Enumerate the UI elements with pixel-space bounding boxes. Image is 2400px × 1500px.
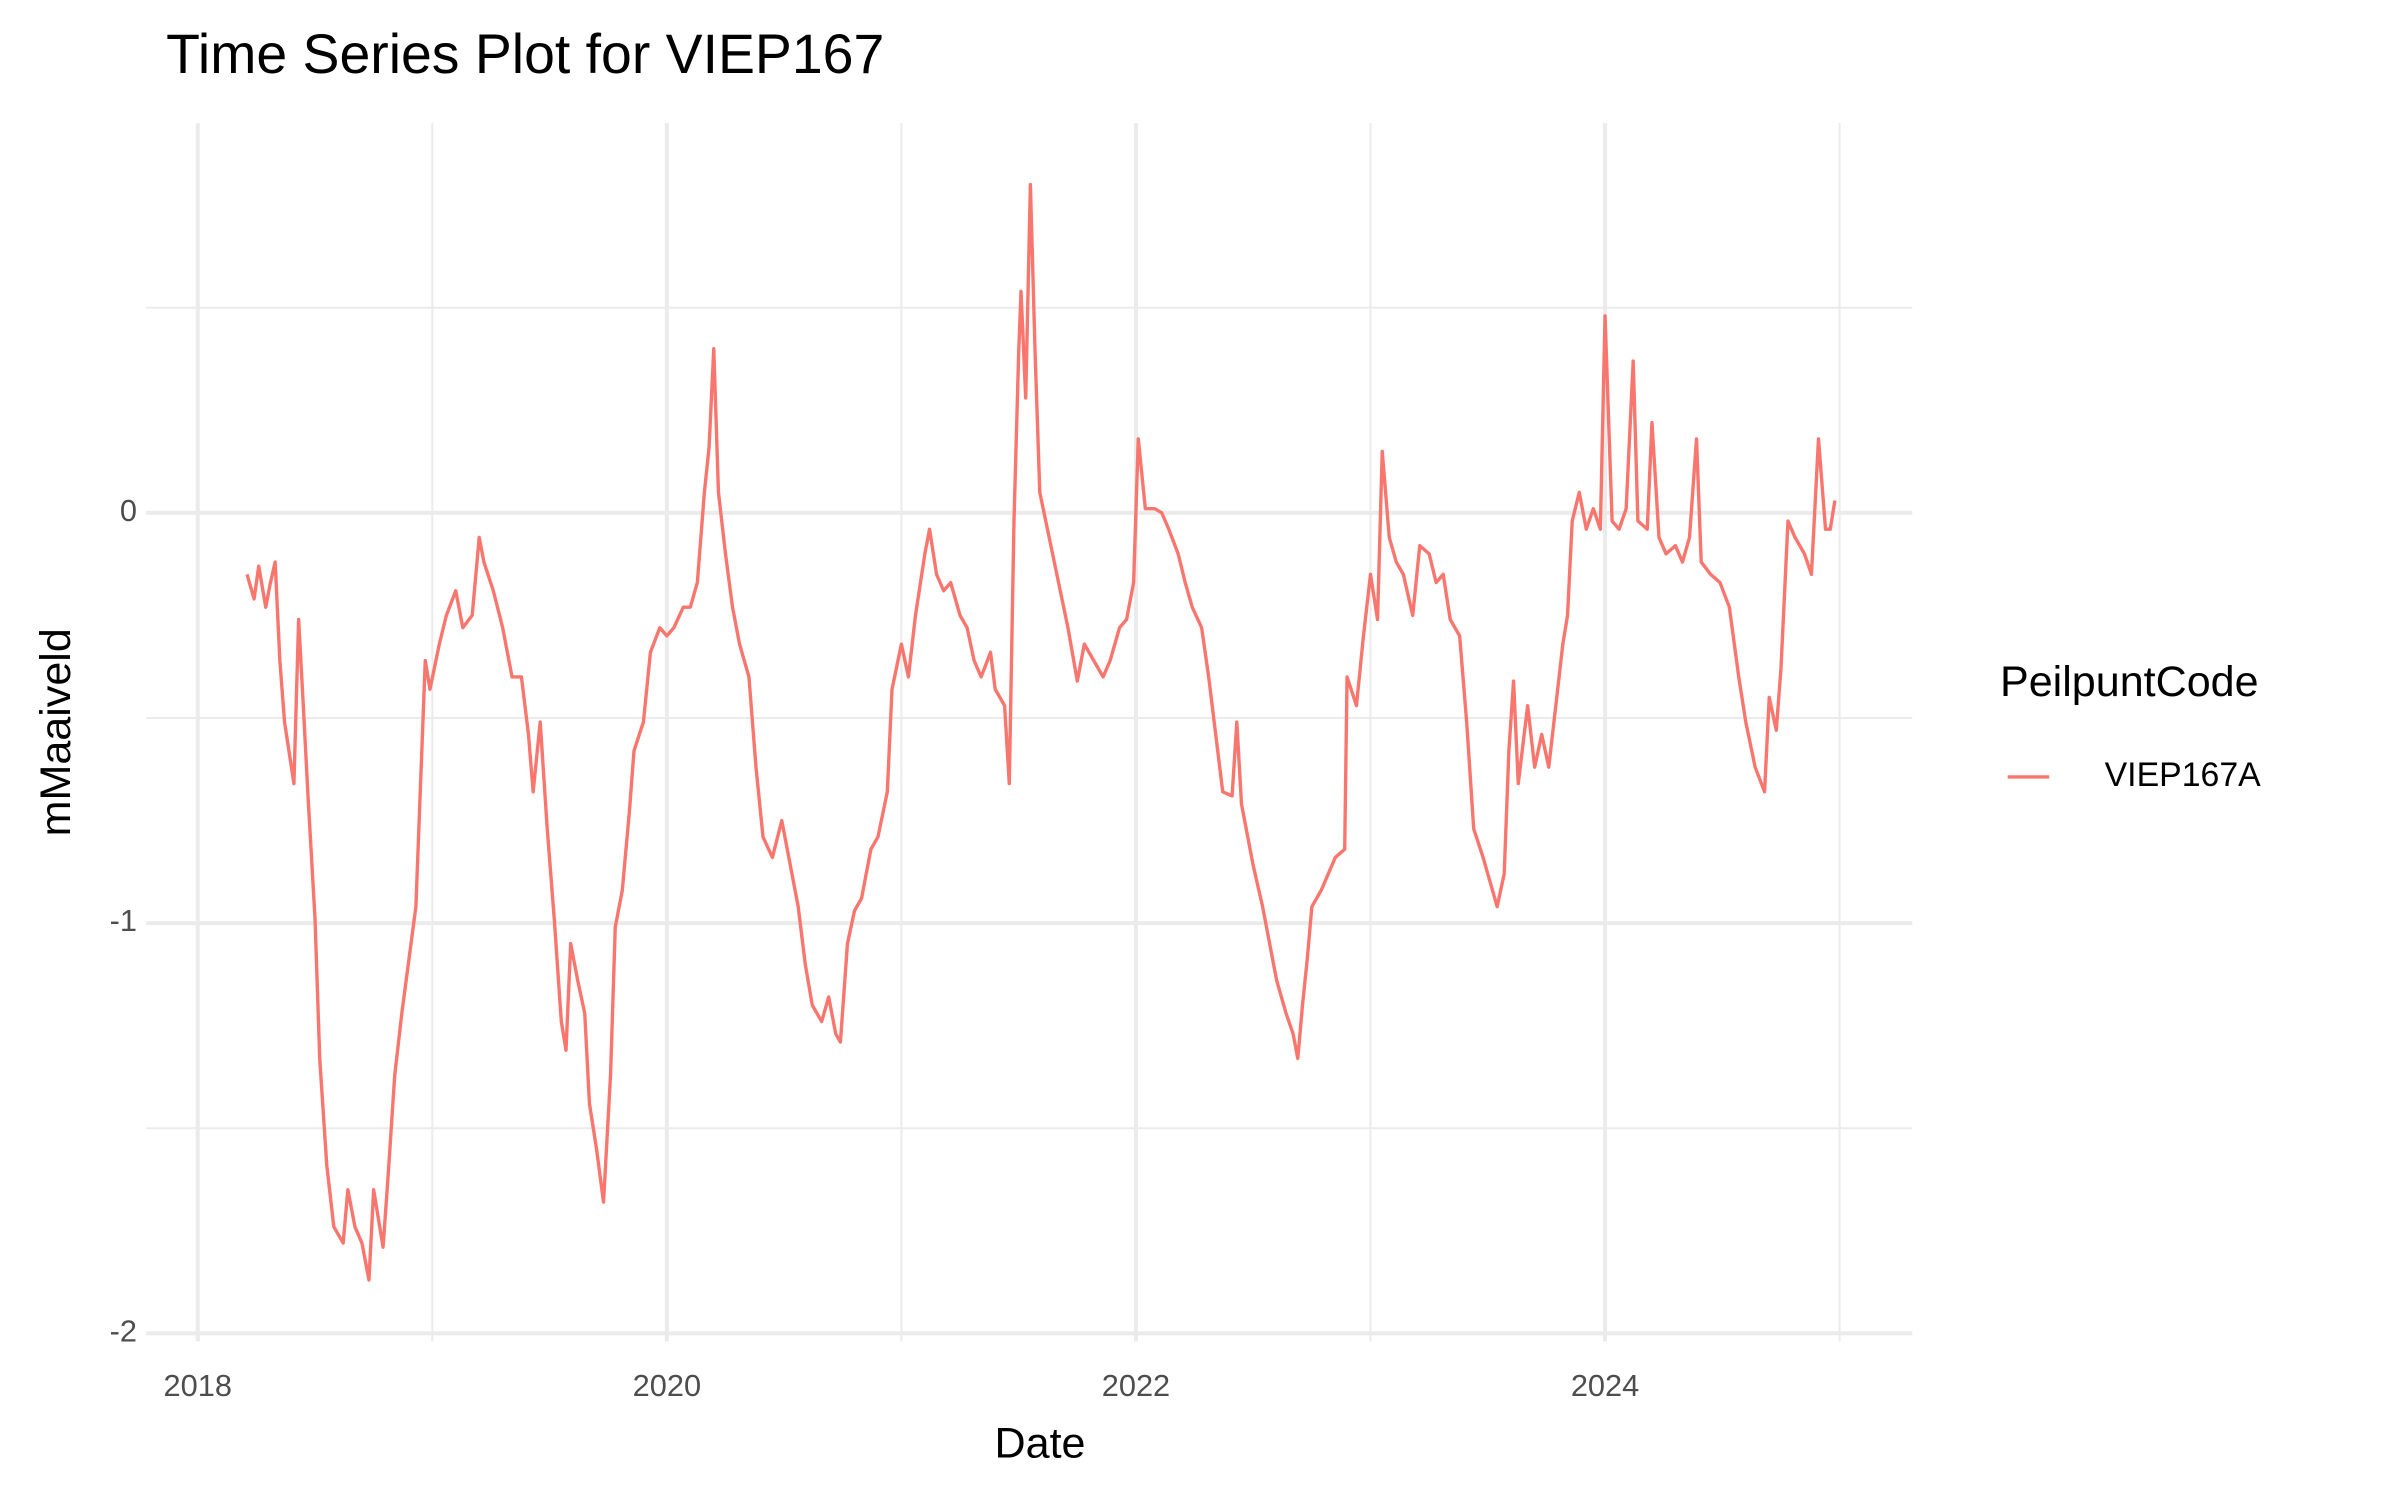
x-tick-label: 2024	[1571, 1368, 1639, 1403]
x-tick-label: 2018	[164, 1368, 232, 1403]
data-line	[245, 182, 1837, 1282]
x-axis-title: Date	[995, 1420, 1086, 1468]
y-axis-title: mMaaiveld	[32, 628, 80, 836]
x-tick-label: 2022	[1102, 1368, 1170, 1403]
legend-title: PeilpuntCode	[2000, 658, 2259, 706]
y-tick-label: -2	[110, 1313, 137, 1348]
y-tick-label: 0	[120, 493, 137, 528]
grid	[146, 123, 1913, 1342]
plot-area	[245, 182, 1837, 1282]
x-tick-label: 2020	[633, 1368, 701, 1403]
y-tick-label: -1	[110, 903, 137, 938]
chart-title: Time Series Plot for VIEP167	[166, 23, 884, 85]
legend-label: VIEP167A	[2105, 756, 2262, 794]
